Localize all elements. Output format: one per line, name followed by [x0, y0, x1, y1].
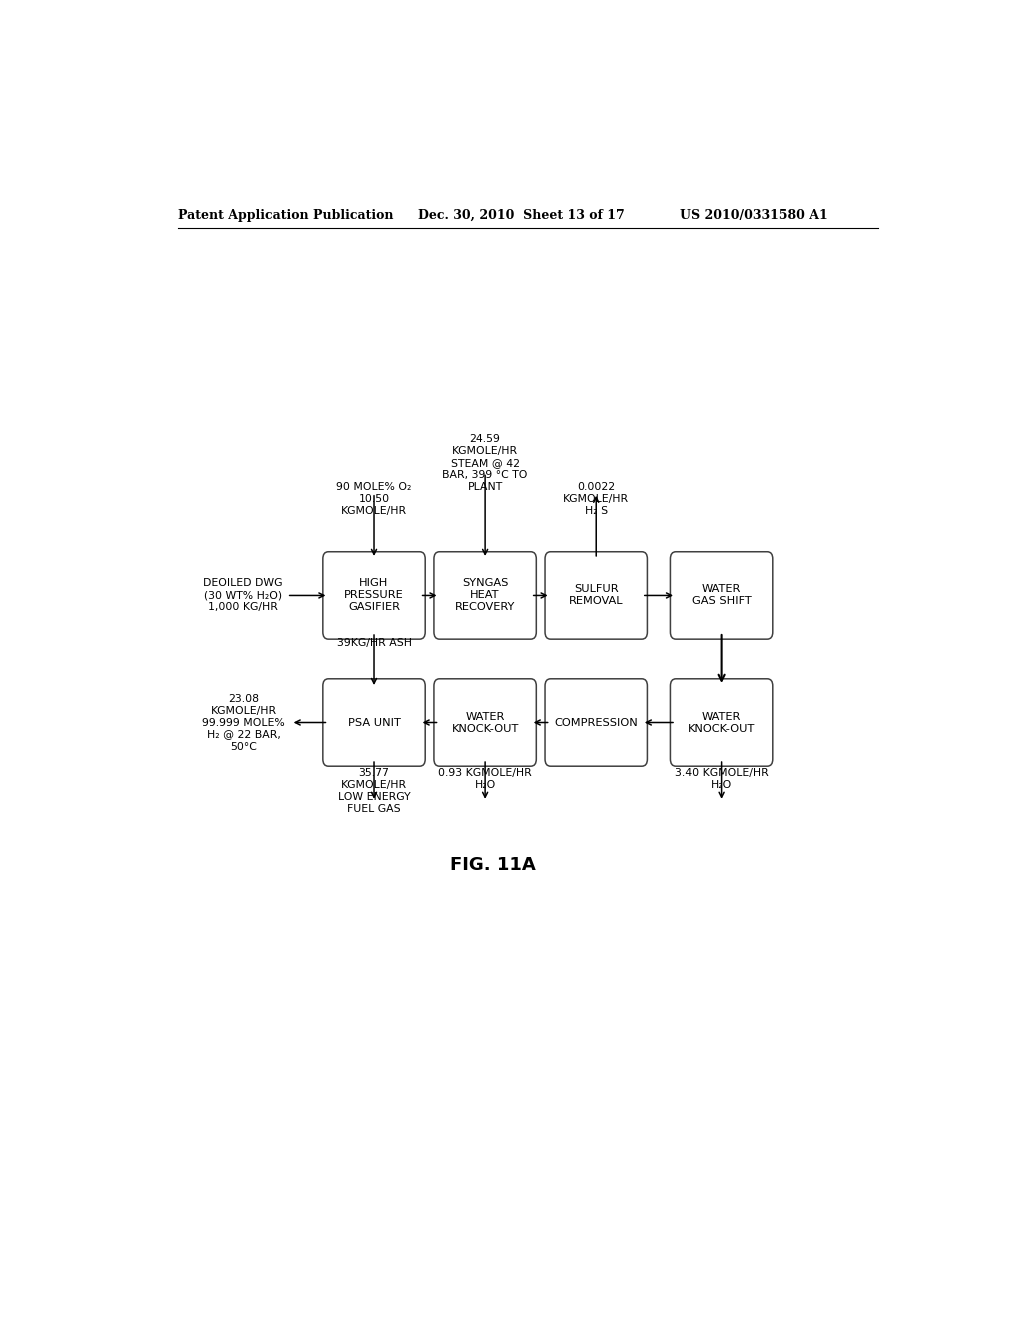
FancyBboxPatch shape — [545, 678, 647, 766]
FancyBboxPatch shape — [323, 552, 425, 639]
Text: US 2010/0331580 A1: US 2010/0331580 A1 — [680, 209, 827, 222]
Text: FIG. 11A: FIG. 11A — [451, 855, 536, 874]
Text: SULFUR
REMOVAL: SULFUR REMOVAL — [569, 585, 624, 606]
FancyBboxPatch shape — [545, 552, 647, 639]
Text: 90 MOLE% O₂
10.50
KGMOLE/HR: 90 MOLE% O₂ 10.50 KGMOLE/HR — [336, 482, 412, 516]
FancyBboxPatch shape — [671, 552, 773, 639]
FancyBboxPatch shape — [323, 678, 425, 766]
Text: 35.77
KGMOLE/HR
LOW ENERGY
FUEL GAS: 35.77 KGMOLE/HR LOW ENERGY FUEL GAS — [338, 768, 411, 814]
Text: 24.59
KGMOLE/HR
STEAM @ 42
BAR, 399 °C TO
PLANT: 24.59 KGMOLE/HR STEAM @ 42 BAR, 399 °C T… — [442, 434, 527, 492]
FancyBboxPatch shape — [671, 678, 773, 766]
Text: SYNGAS
HEAT
RECOVERY: SYNGAS HEAT RECOVERY — [455, 578, 515, 612]
Text: Dec. 30, 2010  Sheet 13 of 17: Dec. 30, 2010 Sheet 13 of 17 — [418, 209, 625, 222]
Text: 0.93 KGMOLE/HR
H₂O: 0.93 KGMOLE/HR H₂O — [438, 768, 532, 791]
Text: Patent Application Publication: Patent Application Publication — [178, 209, 393, 222]
Text: HIGH
PRESSURE
GASIFIER: HIGH PRESSURE GASIFIER — [344, 578, 403, 612]
Text: WATER
KNOCK-OUT: WATER KNOCK-OUT — [452, 711, 519, 734]
Text: DEOILED DWG
(30 WT% H₂O)
1,000 KG/HR: DEOILED DWG (30 WT% H₂O) 1,000 KG/HR — [203, 578, 283, 612]
Text: 23.08
KGMOLE/HR
99.999 MOLE%
H₂ @ 22 BAR,
50°C: 23.08 KGMOLE/HR 99.999 MOLE% H₂ @ 22 BAR… — [203, 693, 285, 751]
FancyBboxPatch shape — [434, 678, 537, 766]
Text: WATER
GAS SHIFT: WATER GAS SHIFT — [692, 585, 752, 606]
FancyBboxPatch shape — [434, 552, 537, 639]
Text: 39KG/HR ASH: 39KG/HR ASH — [337, 638, 412, 648]
Text: 0.0022
KGMOLE/HR
H₂ S: 0.0022 KGMOLE/HR H₂ S — [563, 482, 630, 516]
Text: WATER
KNOCK-OUT: WATER KNOCK-OUT — [688, 711, 756, 734]
Text: COMPRESSION: COMPRESSION — [554, 718, 638, 727]
Text: PSA UNIT: PSA UNIT — [347, 718, 400, 727]
Text: 3.40 KGMOLE/HR
H₂O: 3.40 KGMOLE/HR H₂O — [675, 768, 768, 791]
